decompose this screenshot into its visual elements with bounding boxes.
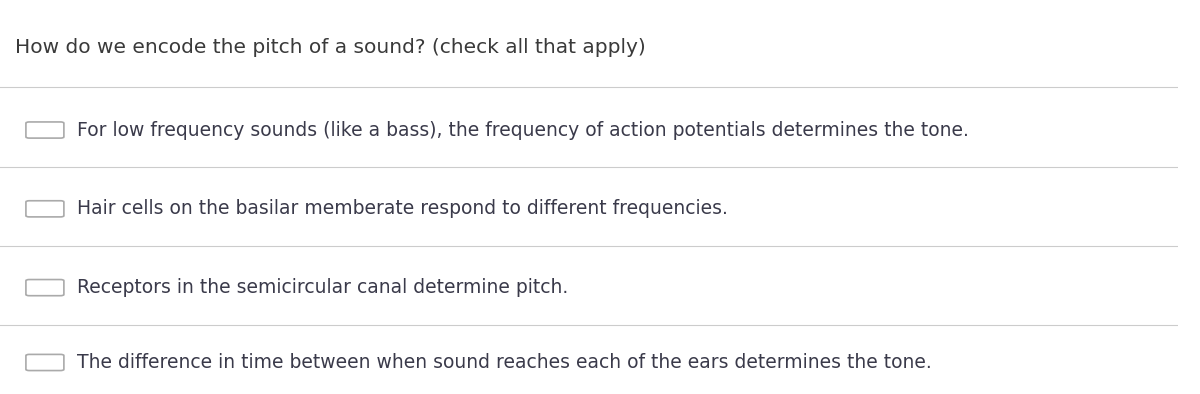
FancyBboxPatch shape [26,280,64,296]
Text: Receptors in the semicircular canal determine pitch.: Receptors in the semicircular canal dete… [77,278,568,297]
Text: Hair cells on the basilar memberate respond to different frequencies.: Hair cells on the basilar memberate resp… [77,199,727,218]
Text: How do we encode the pitch of a sound? (check all that apply): How do we encode the pitch of a sound? (… [16,38,646,57]
Text: The difference in time between when sound reaches each of the ears determines th: The difference in time between when soun… [77,353,931,372]
FancyBboxPatch shape [26,355,64,370]
Text: For low frequency sounds (like a bass), the frequency of action potentials deter: For low frequency sounds (like a bass), … [77,121,968,139]
FancyBboxPatch shape [26,122,64,138]
FancyBboxPatch shape [26,201,64,217]
